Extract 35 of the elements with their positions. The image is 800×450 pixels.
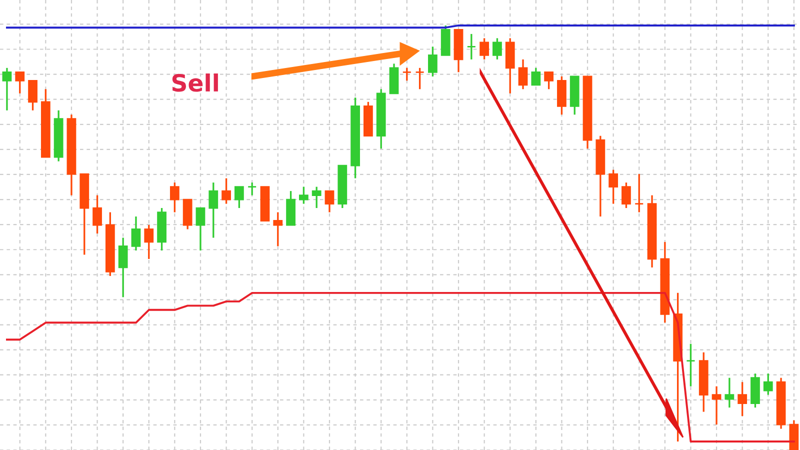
candlestick — [131, 216, 141, 252]
candlestick — [118, 236, 128, 298]
candlestick — [608, 168, 618, 205]
candlestick — [428, 46, 438, 78]
candlestick — [324, 190, 334, 214]
candlestick — [724, 376, 734, 408]
candlestick — [273, 211, 283, 248]
candlestick — [208, 182, 218, 239]
candlestick — [492, 37, 502, 60]
candlestick — [28, 80, 38, 112]
candlestick — [686, 343, 696, 388]
candlestick — [234, 186, 244, 209]
candlestick — [196, 207, 206, 252]
candlestick — [402, 67, 412, 82]
candlestick — [544, 71, 554, 90]
candlestick — [15, 71, 25, 94]
candlestick — [144, 224, 154, 260]
candlestick — [622, 182, 631, 209]
candlestick — [712, 385, 722, 426]
candlestick — [480, 37, 490, 60]
candlestick — [222, 177, 231, 205]
candlestick — [531, 67, 541, 86]
candlestick — [763, 372, 773, 396]
candlestick — [634, 173, 644, 214]
candlestick — [247, 182, 257, 196]
candlestick — [415, 67, 424, 90]
candlestick — [92, 194, 102, 234]
candlestick — [466, 33, 476, 60]
candlestick — [518, 58, 528, 90]
candlestick — [312, 186, 322, 209]
candlestick — [299, 186, 308, 205]
candlestick — [170, 182, 180, 214]
candlestick — [2, 67, 12, 112]
candlestick — [738, 381, 748, 417]
annotation: Sell — [172, 73, 218, 92]
